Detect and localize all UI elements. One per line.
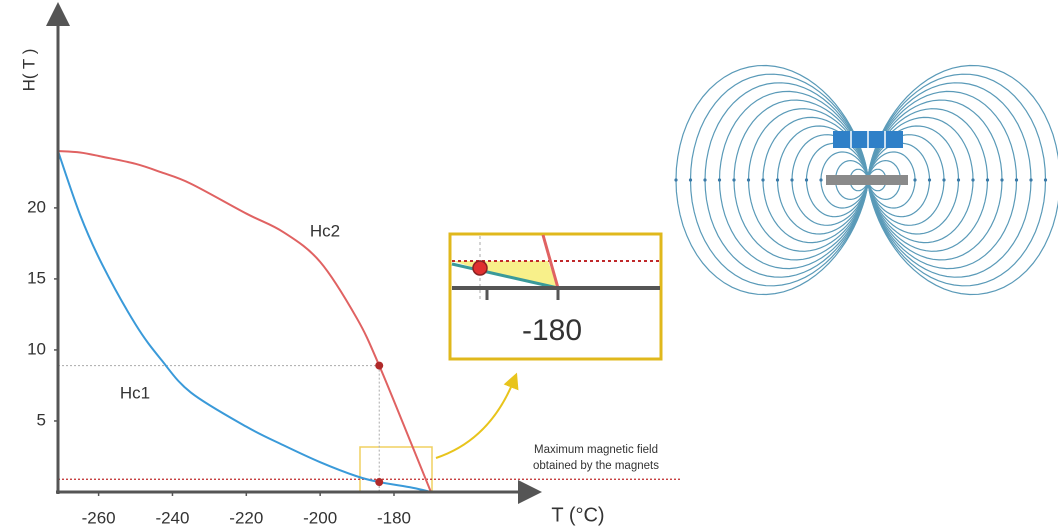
field-dot bbox=[805, 178, 808, 181]
field-dot bbox=[747, 178, 750, 181]
field-dot bbox=[1000, 178, 1003, 181]
field-dot bbox=[1044, 178, 1047, 181]
y-tick-label: 10 bbox=[27, 339, 46, 358]
field-dot bbox=[790, 178, 793, 181]
curve bbox=[58, 151, 431, 492]
field-dot bbox=[986, 178, 989, 181]
x-tick-label: -260 bbox=[82, 508, 116, 527]
field-dot bbox=[689, 178, 692, 181]
x-axis-label: T (°C) bbox=[551, 504, 604, 526]
y-tick-label: 15 bbox=[27, 268, 46, 287]
curve bbox=[58, 151, 431, 492]
field-dot bbox=[971, 178, 974, 181]
chart: -180 H( T ) T (°C) 5 10 15 20 -260 -240 -220 -2… bbox=[0, 0, 1058, 528]
marker bbox=[375, 362, 383, 370]
x-tick-label: -240 bbox=[155, 508, 189, 527]
field-dot bbox=[942, 178, 945, 181]
y-tick-label: 20 bbox=[27, 197, 46, 216]
field-dot bbox=[776, 178, 779, 181]
field-dot bbox=[718, 178, 721, 181]
field-dot bbox=[928, 178, 931, 181]
field-dot bbox=[703, 178, 706, 181]
field-dot bbox=[732, 178, 735, 181]
curve-label: Hc1 bbox=[120, 383, 150, 402]
y-axis-label: H( T ) bbox=[19, 49, 38, 92]
x-tick-label: -180 bbox=[377, 508, 411, 527]
annotation: Maximum magnetic field bbox=[534, 444, 658, 456]
inset: -180 bbox=[450, 234, 662, 359]
field-dot bbox=[913, 178, 916, 181]
marker bbox=[375, 478, 383, 486]
x-tick-label: -200 bbox=[303, 508, 337, 527]
x-tick-label: -220 bbox=[229, 508, 263, 527]
field-dot bbox=[1029, 178, 1032, 181]
superconductor bbox=[826, 175, 908, 185]
field-dot bbox=[674, 178, 677, 181]
field-dot bbox=[957, 178, 960, 181]
zoom-arrow bbox=[436, 380, 514, 458]
field-dot bbox=[761, 178, 764, 181]
inset-label: -180 bbox=[522, 314, 582, 347]
curve-label: Hc2 bbox=[310, 221, 340, 240]
annotation: obtained by the magnets bbox=[533, 460, 659, 472]
y-tick-label: 5 bbox=[37, 410, 46, 429]
field-dot bbox=[819, 178, 822, 181]
field-dot bbox=[1015, 178, 1018, 181]
